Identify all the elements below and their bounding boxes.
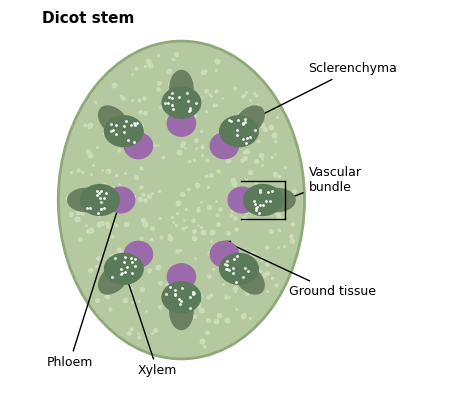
Ellipse shape [104,253,144,285]
Ellipse shape [161,281,201,314]
Text: Phloem: Phloem [46,204,120,369]
Ellipse shape [219,253,259,285]
Ellipse shape [210,132,239,159]
Ellipse shape [169,293,194,330]
Text: Vascular
bundle: Vascular bundle [289,166,362,199]
Ellipse shape [233,263,265,295]
Text: Xylem: Xylem [124,273,177,377]
Text: Sclerenchyma: Sclerenchyma [253,62,397,119]
Ellipse shape [98,105,129,137]
Ellipse shape [161,86,201,119]
Ellipse shape [210,241,239,268]
Ellipse shape [98,263,129,295]
Ellipse shape [124,241,153,268]
Ellipse shape [106,186,136,214]
Ellipse shape [124,132,153,159]
Text: Dicot stem: Dicot stem [42,11,135,26]
Text: Ground tissue: Ground tissue [225,241,375,298]
Ellipse shape [219,115,259,147]
Ellipse shape [243,184,283,216]
Ellipse shape [80,184,120,216]
Ellipse shape [58,41,304,359]
Ellipse shape [169,70,194,107]
Ellipse shape [258,188,296,212]
Ellipse shape [67,188,104,212]
Ellipse shape [104,115,144,147]
Ellipse shape [233,105,265,137]
Ellipse shape [166,263,196,290]
Ellipse shape [228,186,257,214]
Ellipse shape [166,110,196,137]
